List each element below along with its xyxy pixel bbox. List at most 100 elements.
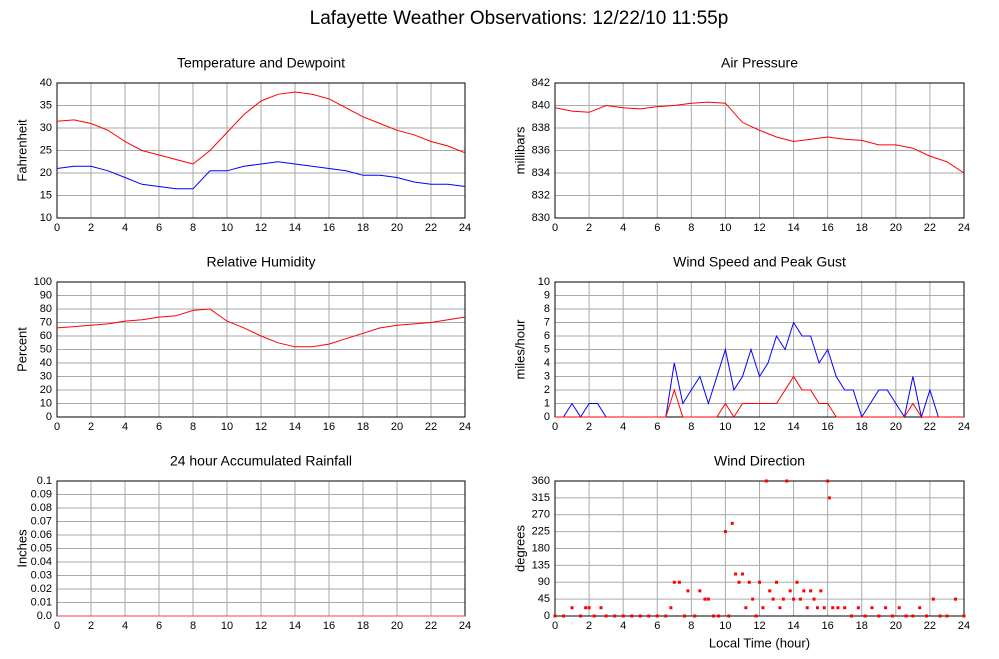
x-tick-label: 22	[924, 421, 936, 433]
y-tick-label: 10	[40, 212, 52, 224]
y-tick-label: 135	[532, 559, 550, 571]
x-tick-label: 24	[459, 222, 471, 234]
y-tick-label: 60	[40, 330, 52, 342]
series-line	[56, 161, 466, 190]
plot-frame	[554, 82, 965, 219]
y-tick-label: 80	[40, 303, 52, 315]
y-tick-label: 360	[532, 475, 550, 487]
x-tick-label: 6	[654, 222, 660, 234]
point	[812, 597, 816, 601]
x-tick-label: 18	[856, 620, 868, 632]
x-tick-label: 20	[391, 222, 403, 234]
y-tick-label: 70	[40, 316, 52, 328]
x-tick-label: 14	[289, 620, 301, 632]
y-tick-label: 35	[40, 99, 52, 111]
x-tick-label: 2	[88, 620, 94, 632]
x-tick-label: 18	[357, 620, 369, 632]
x-tick-label: 0	[54, 421, 60, 433]
chart-title: Wind Direction	[714, 453, 805, 469]
x-tick-label: 18	[357, 222, 369, 234]
y-tick-label: 2	[544, 384, 550, 396]
point	[744, 606, 748, 610]
x-tick-label: 0	[552, 620, 558, 632]
x-tick-label: 18	[856, 421, 868, 433]
x-tick-label: 24	[958, 620, 970, 632]
point	[778, 606, 782, 610]
y-tick-label: 0.07	[31, 515, 52, 527]
x-tick-label: 4	[122, 222, 128, 234]
y-axis-label: millibars	[512, 126, 527, 174]
y-tick-label: 90	[40, 289, 52, 301]
point	[664, 614, 668, 618]
point	[884, 606, 888, 610]
x-tick-label: 8	[190, 620, 196, 632]
point	[877, 614, 881, 618]
x-tick-label: 12	[753, 421, 765, 433]
point	[683, 614, 687, 618]
y-tick-label: 0	[544, 610, 550, 622]
x-tick-label: 6	[156, 421, 162, 433]
y-axis-label: Percent	[14, 327, 29, 372]
point	[761, 606, 765, 610]
x-tick-label: 2	[586, 222, 592, 234]
point	[711, 614, 715, 618]
point	[931, 597, 935, 601]
x-tick-label: 20	[391, 421, 403, 433]
x-axis-label: Local Time (hour)	[709, 635, 810, 650]
point	[911, 614, 915, 618]
y-tick-label: 6	[544, 330, 550, 342]
point	[587, 606, 591, 610]
point	[693, 614, 697, 618]
point	[717, 614, 721, 618]
point	[863, 614, 867, 618]
y-tick-label: 0.0	[37, 610, 52, 622]
page-title: Lafayette Weather Observations: 12/22/10…	[310, 8, 729, 29]
y-tick-label: 0.08	[31, 502, 52, 514]
x-tick-label: 16	[822, 620, 834, 632]
y-tick-label: 100	[34, 276, 52, 288]
point	[613, 614, 617, 618]
series-line	[555, 375, 964, 418]
y-tick-label: 0.03	[31, 569, 52, 581]
y-axis-label: Inches	[14, 529, 29, 568]
point	[592, 614, 596, 618]
point	[945, 614, 949, 618]
plot-frame	[56, 82, 466, 219]
point	[706, 597, 710, 601]
x-tick-label: 14	[787, 421, 799, 433]
x-tick-label: 24	[459, 421, 471, 433]
x-tick-label: 18	[357, 421, 369, 433]
y-tick-label: 830	[532, 212, 550, 224]
point	[781, 597, 785, 601]
point	[953, 597, 957, 601]
y-tick-label: 0.1	[37, 475, 52, 487]
point	[904, 614, 908, 618]
y-axis-label: degrees	[512, 525, 527, 572]
x-tick-label: 8	[688, 620, 694, 632]
x-tick-label: 22	[425, 620, 437, 632]
point	[677, 580, 681, 584]
series-line	[56, 308, 466, 348]
chart-title: 24 hour Accumulated Rainfall	[170, 453, 352, 469]
point	[856, 606, 860, 610]
y-tick-label: 832	[532, 189, 550, 201]
y-tick-label: 25	[40, 144, 52, 156]
point	[792, 597, 796, 601]
x-tick-label: 10	[221, 620, 233, 632]
point	[775, 580, 779, 584]
point	[798, 597, 802, 601]
series-line	[56, 91, 466, 165]
y-tick-label: 836	[532, 144, 550, 156]
y-tick-label: 30	[40, 122, 52, 134]
point	[647, 614, 651, 618]
y-tick-label: 8	[544, 303, 550, 315]
y-tick-label: 20	[40, 167, 52, 179]
y-tick-label: 9	[544, 289, 550, 301]
x-tick-label: 24	[459, 620, 471, 632]
y-tick-label: 0.02	[31, 583, 52, 595]
y-tick-label: 15	[40, 189, 52, 201]
y-tick-label: 7	[544, 316, 550, 328]
x-tick-label: 14	[289, 222, 301, 234]
x-tick-label: 2	[586, 421, 592, 433]
